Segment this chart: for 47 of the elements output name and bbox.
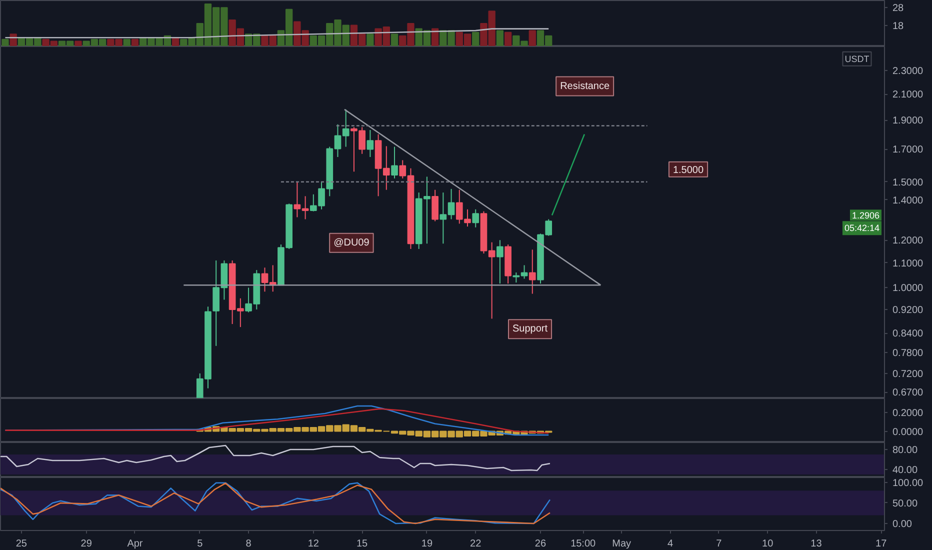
x-tick-label: 17 bbox=[876, 538, 888, 550]
y-tick-label: 18 bbox=[892, 20, 904, 32]
x-tick-label: 15:00 bbox=[570, 538, 596, 550]
y-tick-label: 0.9200 bbox=[892, 304, 924, 316]
x-tick-label: 8 bbox=[246, 538, 252, 550]
annotation: 1.5000 bbox=[672, 164, 704, 176]
x-tick-label: 4 bbox=[667, 538, 674, 550]
x-tick-label: 15 bbox=[356, 538, 368, 550]
y-tick-label: 0.2000 bbox=[892, 408, 924, 420]
annotation: 05:42:14 bbox=[844, 223, 880, 234]
y-tick-label: 40.00 bbox=[892, 465, 918, 476]
y-tick-label: 1.5000 bbox=[892, 177, 924, 188]
annotation: Support bbox=[512, 324, 548, 335]
y-tick-label: 1.7000 bbox=[892, 144, 924, 156]
x-tick-label: 13 bbox=[810, 538, 822, 550]
annotation: @DU09 bbox=[334, 237, 370, 248]
y-tick-label: 1.4000 bbox=[892, 195, 924, 206]
x-tick-label: 29 bbox=[80, 538, 92, 550]
y-tick-label: 2.1000 bbox=[892, 90, 924, 101]
y-tick-label: 1.0000 bbox=[892, 283, 924, 294]
x-tick-label: 19 bbox=[421, 538, 433, 550]
x-tick-label: 10 bbox=[762, 538, 774, 550]
y-tick-label: 1.2000 bbox=[892, 236, 924, 247]
y-tick-label: 0.00 bbox=[892, 519, 912, 530]
annotation: Resistance bbox=[560, 80, 610, 92]
x-tick-label: 25 bbox=[16, 538, 28, 550]
x-tick-label: 5 bbox=[197, 538, 204, 550]
y-tick-label: 28 bbox=[892, 3, 904, 14]
x-tick-label: 26 bbox=[534, 538, 546, 550]
y-tick-label: 1.1000 bbox=[892, 258, 924, 270]
y-tick-label: 2.3000 bbox=[892, 66, 924, 77]
annotation: 1.2906 bbox=[852, 210, 880, 221]
y-tick-label: 50.00 bbox=[892, 498, 918, 510]
y-tick-label: 0.8400 bbox=[892, 328, 924, 340]
annotation: USDT bbox=[844, 54, 870, 64]
x-tick-label: 12 bbox=[308, 538, 320, 550]
y-tick-label: 0.7800 bbox=[892, 348, 924, 360]
y-tick-label: 0.7200 bbox=[892, 368, 924, 380]
x-tick-label: 22 bbox=[470, 538, 482, 550]
y-tick-label: 1.9000 bbox=[892, 116, 924, 127]
y-tick-label: 0.6700 bbox=[892, 388, 924, 399]
x-tick-label: 7 bbox=[716, 538, 722, 550]
x-tick-label: May bbox=[612, 538, 632, 550]
y-tick-label: 0.0000 bbox=[892, 426, 924, 438]
y-tick-label: 80.00 bbox=[892, 445, 918, 456]
x-tick-label: Apr bbox=[127, 538, 144, 550]
y-tick-label: 100.00 bbox=[892, 478, 924, 489]
